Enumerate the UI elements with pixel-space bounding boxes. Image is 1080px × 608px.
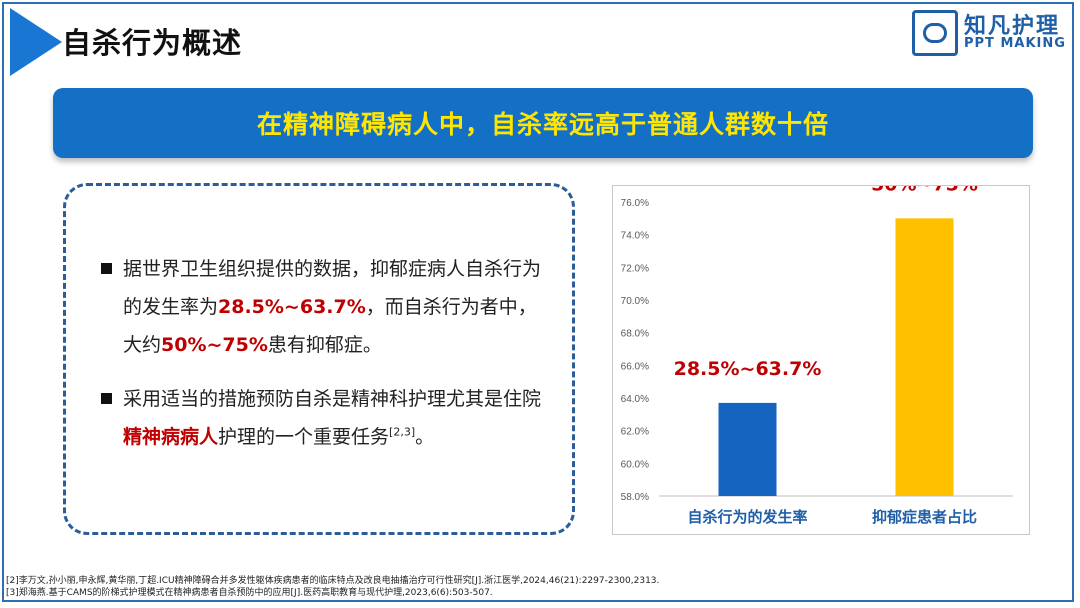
banner-text: 在精神障碍病人中，自杀率远高于普通人群数十倍: [256, 110, 829, 139]
bar: [718, 402, 777, 496]
data-label: 28.5%~63.7%: [674, 358, 822, 380]
highlight-ratio: 50%~75%: [161, 334, 268, 356]
logo-sub-text: PPT MAKING: [964, 36, 1066, 51]
reference-2: [2]李万文,孙小丽,申永辉,黄华丽,丁超.ICU精神障碍合并多发性躯体疾病患者…: [6, 576, 660, 586]
references: [2]李万文,孙小丽,申永辉,黄华丽,丁超.ICU精神障碍合并多发性躯体疾病患者…: [6, 575, 659, 599]
bullet-item: 采用适当的措施预防自杀是精神科护理尤其是住院精神病病人护理的一个重要任务[2,3…: [101, 380, 551, 456]
y-tick-label: 70.0%: [621, 296, 649, 307]
bullet-text: 采用适当的措施预防自杀是精神科护理尤其是住院: [123, 388, 542, 410]
bullet-text: 。: [415, 426, 435, 448]
y-tick-label: 66.0%: [621, 361, 649, 372]
highlight-rate: 28.5%~63.7%: [218, 296, 366, 318]
y-tick-label: 74.0%: [621, 231, 649, 242]
citation-ref: [2,3]: [389, 425, 416, 439]
category-label: 抑郁症患者占比: [872, 508, 977, 526]
bullet-square-icon: [101, 393, 112, 404]
chart-svg: 58.0% 60.0% 62.0% 64.0% 66.0% 68.0% 70.0% 72.0%…: [621, 186, 1013, 526]
highlight-patients: 精神病病人: [123, 426, 219, 448]
slide-frame: [2, 2, 1074, 602]
logo: 知凡护理 PPT MAKING: [912, 10, 1072, 58]
y-tick-label: 60.0%: [621, 459, 649, 470]
y-tick-label: 68.0%: [621, 329, 649, 340]
bar-chart: 58.0% 60.0% 62.0% 64.0% 66.0% 68.0% 70.0% 72.0%…: [612, 185, 1030, 535]
bullet-text: 患有抑郁症。: [267, 334, 382, 356]
data-label: 50%~75%: [871, 186, 978, 195]
title-arrow-icon: [10, 8, 62, 76]
logo-main-text: 知凡护理: [964, 14, 1061, 39]
y-tick-label: 62.0%: [621, 427, 649, 438]
category-label: 自杀行为的发生率: [687, 508, 807, 526]
bullet-item: 据世界卫生组织提供的数据，抑郁症病人自杀行为的发生率为28.5%~63.7%，而…: [101, 250, 551, 364]
y-tick-label: 72.0%: [621, 263, 649, 274]
bullet-text: 据世界卫生组织提供的数据，抑郁症病人自杀行为的发生率为: [123, 258, 542, 318]
page-title: 自杀行为概述: [62, 26, 243, 60]
bullet-text: 护理的一个重要任务: [218, 426, 390, 448]
text-box: 据世界卫生组织提供的数据，抑郁症病人自杀行为的发生率为28.5%~63.7%，而…: [63, 183, 575, 535]
y-tick-label: 58.0%: [621, 492, 649, 503]
bar: [895, 218, 954, 497]
bullet-square-icon: [101, 263, 112, 274]
logo-mark-icon: [912, 10, 958, 56]
y-tick-label: 76.0%: [621, 198, 649, 209]
y-tick-label: 64.0%: [621, 394, 649, 405]
bullet-text: ，而自杀行为者中，大约: [123, 296, 537, 356]
headline-banner: 在精神障碍病人中，自杀率远高于普通人群数十倍: [53, 88, 1033, 158]
reference-3: [3]郑海燕.基于CAMS的阶梯式护理模式在精神病患者自杀预防中的应用[J].医…: [6, 588, 493, 598]
